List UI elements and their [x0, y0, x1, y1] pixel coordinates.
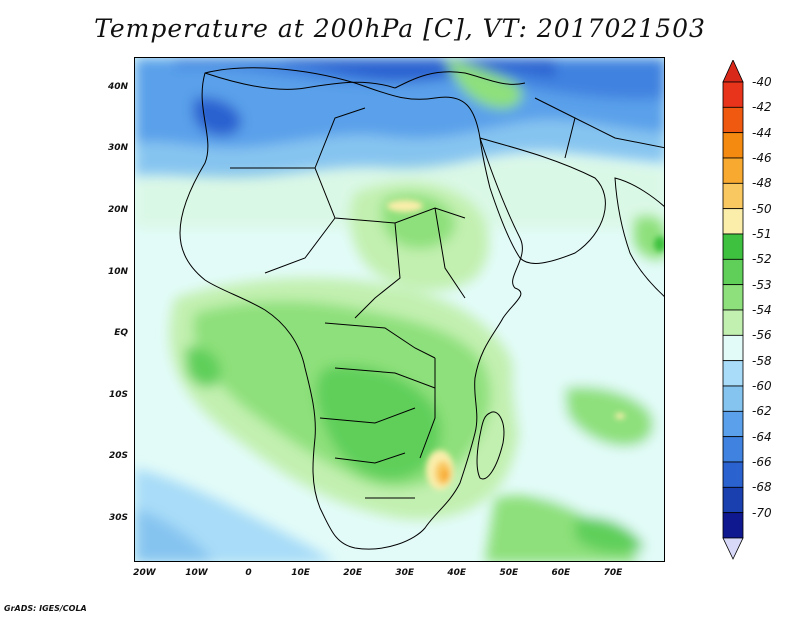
lat-tick-label: 20N [107, 204, 128, 215]
lon-tick-label: 50E [499, 568, 519, 578]
colorbar-swatch [722, 284, 744, 311]
colorbar-swatch [722, 132, 744, 159]
colorbar-swatch [722, 385, 744, 412]
colorbar-swatch [722, 360, 744, 387]
colorbar-swatch [722, 512, 744, 539]
map-panel [134, 57, 665, 562]
colorbar-level-label: -56 [752, 328, 772, 343]
lat-tick-label: 30N [107, 143, 128, 154]
grads-credit: GrADS: IGES/COLA [4, 604, 87, 613]
lat-tick-label: 30S [108, 512, 128, 523]
lon-tick-label: 0 [245, 568, 252, 578]
lon-tick-label: 20E [343, 568, 362, 578]
lat-tick-label: 10N [107, 266, 128, 277]
colorbar-level-label: -62 [752, 404, 772, 419]
warm-anomalies [387, 200, 664, 490]
lat-tick-label: 40N [107, 81, 128, 92]
lon-tick-label: 10E [291, 568, 310, 578]
colorbar-level-label: -66 [752, 455, 772, 469]
lon-tick-label: 60E [551, 568, 571, 578]
colorbar-swatch [722, 258, 744, 286]
chart-title: Temperature at 200hPa [C], VT: 201702150… [94, 14, 706, 43]
colorbar-swatch [722, 182, 744, 210]
colorbar-swatch [722, 106, 744, 134]
colorbar-level-label: -42 [752, 100, 772, 115]
lon-tick-label: 20W [133, 568, 156, 578]
coastlines-and-borders [179, 67, 664, 550]
colorbar-swatch [722, 486, 744, 514]
colorbar-level-label: -60 [752, 379, 772, 393]
colorbar-level-label: -53 [752, 277, 772, 292]
colorbar-level-label: -46 [752, 151, 772, 165]
colorbar-level-label: -40 [752, 75, 772, 89]
colorbar-level-label: -48 [752, 176, 772, 191]
colorbar-level-label: -58 [752, 353, 772, 368]
lon-tick-label: 30E [395, 568, 415, 578]
colorbar-top-arrow [722, 60, 744, 83]
lon-tick-label: 10W [185, 568, 208, 578]
temperature-contours [135, 58, 664, 561]
colorbar [722, 60, 744, 560]
colorbar-level-label: -44 [752, 125, 772, 140]
lat-tick-label: 10S [108, 389, 128, 400]
colorbar-swatch [722, 233, 744, 260]
colorbar-level-label: -51 [752, 227, 772, 241]
colorbar-swatch [722, 334, 744, 362]
colorbar-swatch [722, 208, 744, 235]
colorbar-swatch [722, 157, 744, 184]
temperature-field-map [135, 58, 664, 561]
lon-tick-label: 40E [447, 568, 467, 578]
colorbar-swatch [722, 410, 744, 438]
colorbar-level-label: -50 [752, 201, 772, 216]
lat-tick-label: 20S [108, 451, 128, 462]
colorbar-level-label: -68 [752, 480, 772, 495]
lat-tick-label: EQ [114, 328, 128, 339]
colorbar-level-label: -64 [752, 429, 772, 444]
colorbar-bottom-arrow [722, 537, 744, 560]
colorbar-level-label: -54 [752, 303, 772, 317]
colorbar-level-label: -52 [752, 252, 772, 267]
colorbar-swatch [722, 309, 744, 336]
colorbar-swatch [722, 436, 744, 463]
colorbar-level-label: -70 [752, 505, 772, 520]
lon-tick-label: 70E [603, 568, 623, 578]
colorbar-swatch [722, 81, 744, 108]
colorbar-swatch [722, 461, 744, 488]
